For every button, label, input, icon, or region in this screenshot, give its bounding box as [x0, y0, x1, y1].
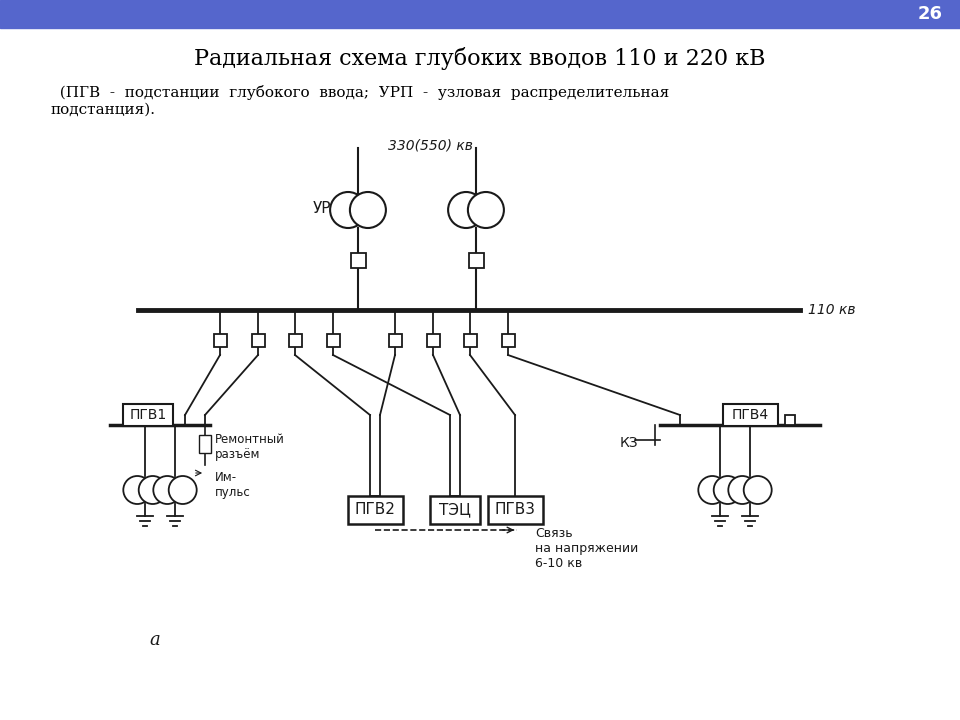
Text: ПГВ1: ПГВ1	[130, 408, 167, 422]
Circle shape	[744, 476, 772, 504]
Bar	[785, 415, 795, 425]
Text: ПГВ4: ПГВ4	[732, 408, 769, 422]
Bar	[123, 404, 173, 426]
Text: Связь
на напряжении
6-10 кв: Связь на напряжении 6-10 кв	[535, 527, 638, 570]
Bar	[723, 404, 778, 426]
Text: УРП: УРП	[313, 200, 343, 215]
Text: (ПГВ  -  подстанции  глубокого  ввода;  УРП  -  узловая  распределительная: (ПГВ - подстанции глубокого ввода; УРП -…	[50, 85, 669, 100]
Bar	[426, 333, 440, 346]
Bar	[488, 496, 542, 524]
Circle shape	[729, 476, 756, 504]
Bar	[430, 496, 480, 524]
Circle shape	[448, 192, 484, 228]
Bar	[326, 333, 340, 346]
Circle shape	[154, 476, 181, 504]
Text: 110 кв: 110 кв	[808, 303, 855, 317]
Bar	[389, 333, 401, 346]
Text: Ремонтный
разъём: Ремонтный разъём	[215, 433, 285, 461]
Text: 330(550) кв: 330(550) кв	[388, 138, 473, 152]
Text: ТЭЦ: ТЭЦ	[439, 503, 471, 518]
Circle shape	[698, 476, 727, 504]
Circle shape	[713, 476, 742, 504]
Bar	[0, 0, 960, 28]
Circle shape	[468, 192, 504, 228]
Circle shape	[349, 192, 386, 228]
Text: ПГВ3: ПГВ3	[494, 503, 536, 518]
Bar	[501, 333, 515, 346]
Text: Радиальная схема глубоких вводов 110 и 220 кВ: Радиальная схема глубоких вводов 110 и 2…	[194, 47, 766, 70]
Text: КЗ: КЗ	[620, 436, 638, 450]
Bar	[213, 333, 227, 346]
Bar	[350, 253, 366, 268]
Bar	[252, 333, 265, 346]
Bar	[468, 253, 484, 268]
Circle shape	[123, 476, 152, 504]
Text: подстанция).: подстанция).	[50, 103, 155, 117]
Bar	[464, 333, 476, 346]
Text: Им-
пульс: Им- пульс	[215, 471, 251, 499]
Bar	[348, 496, 402, 524]
Text: ПГВ2: ПГВ2	[354, 503, 396, 518]
Text: 26: 26	[918, 5, 943, 23]
Circle shape	[138, 476, 167, 504]
Bar	[289, 333, 301, 346]
Circle shape	[330, 192, 366, 228]
Bar	[199, 435, 211, 453]
Text: а: а	[150, 631, 160, 649]
Circle shape	[169, 476, 197, 504]
